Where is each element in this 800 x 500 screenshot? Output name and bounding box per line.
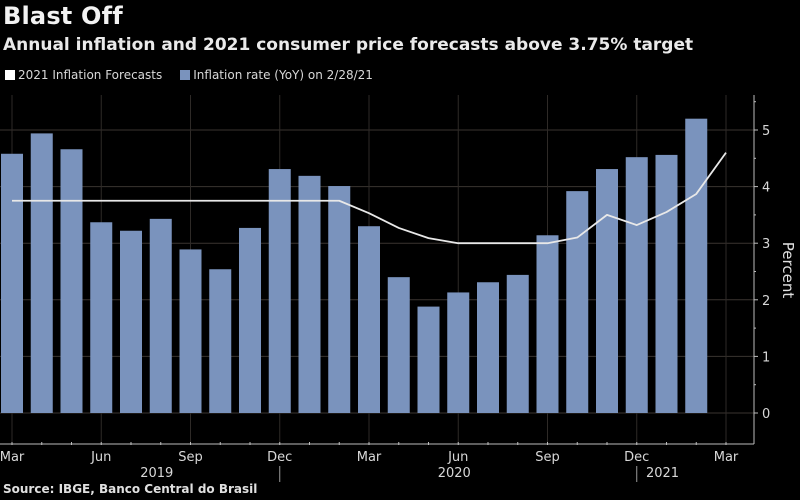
y-axis: 0 1 2 3 4 5 xyxy=(753,95,770,444)
x-tick-label: Sep xyxy=(535,450,560,465)
bar xyxy=(149,218,172,413)
legend: 2021 Inflation Forecasts Inflation rate … xyxy=(5,68,387,82)
y-tick-label: 2 xyxy=(762,294,770,309)
y-tick-label: 3 xyxy=(762,237,770,252)
bar xyxy=(120,230,142,413)
x-tick-label: Sep xyxy=(178,450,203,465)
bar xyxy=(239,227,261,413)
x-tick-label: Mar xyxy=(0,450,25,465)
x-tick-label: Mar xyxy=(357,450,382,465)
y-tick-label: 0 xyxy=(762,407,770,422)
bar xyxy=(358,226,380,413)
line-series xyxy=(12,152,727,245)
legend-swatch-forecasts xyxy=(5,70,15,80)
forecast-line xyxy=(12,152,727,245)
legend-item-forecasts: 2021 Inflation Forecasts xyxy=(5,68,162,82)
legend-item-inflation: Inflation rate (YoY) on 2/28/21 xyxy=(180,68,373,82)
source-note: Source: IBGE, Banco Central do Brasil xyxy=(3,482,258,496)
year-label: 2019 xyxy=(140,466,173,481)
bar xyxy=(387,277,410,413)
y-tick-label: 1 xyxy=(762,350,770,365)
chart-subtitle: Annual inflation and 2021 consumer price… xyxy=(3,35,694,55)
legend-label-forecasts: 2021 Inflation Forecasts xyxy=(18,68,163,82)
bar xyxy=(655,154,678,414)
bar xyxy=(60,149,83,413)
chart-title: Blast Off xyxy=(3,2,123,30)
bar xyxy=(30,133,53,413)
bar xyxy=(209,269,232,413)
bar xyxy=(566,191,589,413)
x-tick-label: Mar xyxy=(714,450,739,465)
bar xyxy=(625,157,648,413)
y-tick-label: 5 xyxy=(762,124,770,139)
legend-swatch-inflation xyxy=(180,70,191,80)
y-axis-label: Percent xyxy=(779,242,797,299)
y-tick-label: 4 xyxy=(762,181,770,196)
bar xyxy=(1,153,23,413)
bar xyxy=(506,274,529,413)
x-tick-label: Jun xyxy=(447,450,468,465)
year-label: 2021 xyxy=(646,466,679,481)
x-axis: Mar Jun Sep Dec Mar Jun Sep Dec Mar 2019 2020 2021 xyxy=(0,442,754,482)
x-tick-label: Dec xyxy=(267,450,292,465)
bar xyxy=(477,282,499,413)
x-tick-label: Jun xyxy=(90,450,111,465)
bar xyxy=(447,292,470,413)
bar xyxy=(298,175,321,413)
legend-label-inflation: Inflation rate (YoY) on 2/28/21 xyxy=(193,68,373,82)
bar xyxy=(179,249,202,413)
x-tick-label: Dec xyxy=(624,450,649,465)
bar xyxy=(536,235,559,413)
bar xyxy=(268,169,291,413)
bar xyxy=(596,169,618,413)
bar xyxy=(685,118,708,414)
bar-series xyxy=(1,118,708,414)
bar xyxy=(90,222,113,413)
bar xyxy=(328,186,351,413)
year-label: 2020 xyxy=(438,466,471,481)
bar xyxy=(417,306,440,413)
